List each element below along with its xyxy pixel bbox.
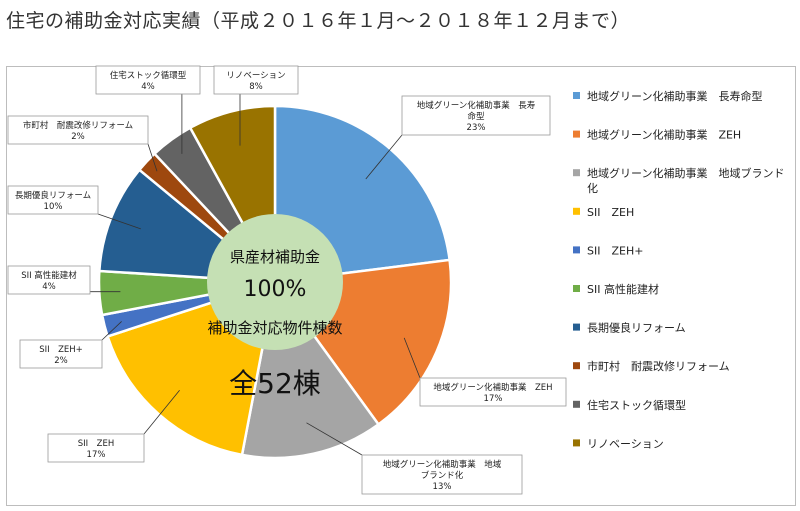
data-label-category: 命型 (467, 111, 485, 122)
data-label-category: 地域グリーン化補助事業 長寿 (417, 100, 536, 111)
callout-box (213, 65, 299, 95)
legend-label: リノベーション (587, 437, 664, 450)
data-label-category: 住宅ストック循環型 (110, 70, 187, 81)
legend-swatch (573, 92, 580, 99)
legend-swatch (573, 169, 580, 177)
data-label-percent: 2% (71, 132, 85, 142)
legend-swatch (573, 400, 580, 408)
legend-swatch (573, 362, 580, 370)
data-label-category: 地域グリーン化補助事業 地域 (383, 459, 502, 470)
center-caption: 補助金対応物件棟数 (207, 319, 342, 337)
legend-label: SII ZEH+ (587, 244, 643, 257)
legend-label: 地域グリーン化補助事業 地域ブランド (587, 166, 784, 180)
data-label-percent: 4% (42, 282, 56, 292)
legend-label: 地域グリーン化補助事業 長寿命型 (587, 89, 762, 103)
data-label-percent: 17% (484, 394, 503, 404)
callout-leader-line (365, 134, 403, 180)
legend-swatch (573, 130, 580, 138)
legend-label: 住宅ストック循環型 (587, 398, 686, 412)
legend-label: SII 高性能建材 (587, 282, 659, 296)
data-label-percent: 10% (44, 202, 63, 212)
center-total: 全52棟 (229, 367, 321, 400)
callout-box (19, 339, 103, 369)
data-label-category: 長期優良リフォーム (15, 190, 91, 201)
data-label-percent: 2% (54, 356, 68, 366)
legend-label: 化 (587, 181, 598, 195)
data-label-category: リノベーション (226, 71, 285, 81)
callout-leader-line (403, 337, 421, 379)
legend-swatch (573, 323, 580, 331)
data-label-percent: 8% (249, 82, 263, 92)
data-label-category: SII 高性能建材 (21, 270, 77, 281)
callout-leader-line (101, 321, 122, 341)
data-label-category: 地域グリーン化補助事業 ZEH (433, 382, 552, 393)
legend-label: 地域グリーン化補助事業 ZEH (587, 128, 741, 142)
callout-box (7, 115, 149, 145)
data-label-percent: 13% (433, 482, 452, 492)
data-label-percent: 23% (467, 123, 486, 133)
callout-box (7, 185, 99, 215)
center-label: 県産材補助金 (230, 248, 320, 266)
legend-swatch (573, 207, 580, 215)
data-label-percent: 17% (87, 450, 106, 460)
data-label-category: SII ZEH+ (39, 345, 83, 355)
data-label-category: 市町村 耐震改修リフォーム (23, 120, 133, 131)
legend-label: SII ZEH (587, 206, 634, 219)
page-title: 住宅の補助金対応実績（平成２０１６年１月〜２０１８年１２月まで） (6, 10, 631, 32)
callout-box (361, 454, 523, 495)
callout-leader-line (143, 390, 180, 435)
legend-swatch (573, 246, 580, 254)
callout-box (47, 433, 145, 463)
center-percent: 100% (244, 277, 307, 302)
callout-leader-line (97, 213, 141, 230)
data-label-category: ブランド化 (421, 470, 464, 481)
legend-label: 市町村 耐震改修リフォーム (587, 359, 730, 373)
callout-leader-line (147, 143, 158, 172)
center-circle (207, 214, 343, 350)
callout-box (419, 377, 567, 407)
callout-leader-line (306, 422, 363, 456)
legend-swatch (573, 285, 580, 292)
callout-box (401, 95, 551, 136)
data-label-percent: 4% (141, 82, 155, 92)
legend-swatch (573, 439, 580, 447)
callout-box (7, 265, 91, 295)
callout-box (95, 65, 201, 95)
legend-label: 長期優良リフォーム (587, 321, 686, 335)
data-label-category: SII ZEH (78, 439, 115, 449)
